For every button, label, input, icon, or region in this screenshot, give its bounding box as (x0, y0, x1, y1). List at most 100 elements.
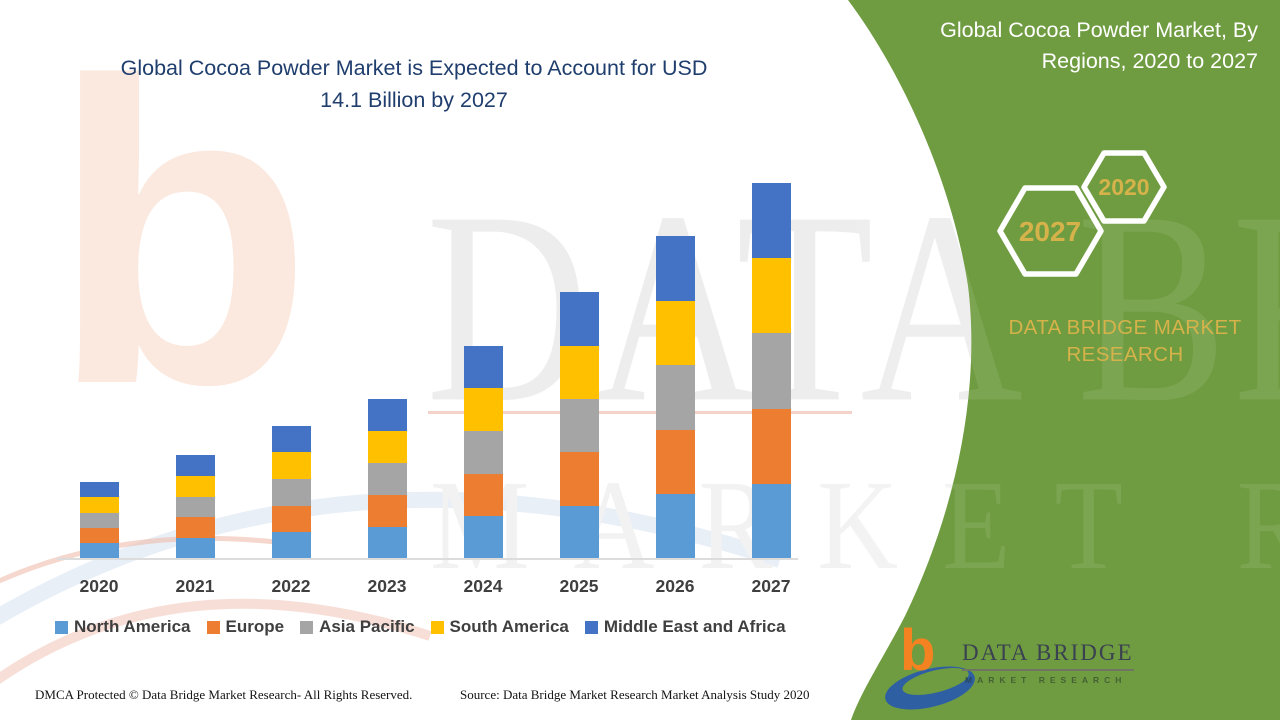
bar-segment (79, 481, 119, 498)
bar-segment (751, 408, 791, 484)
legend-swatch (584, 620, 598, 634)
bar-segment (79, 528, 119, 544)
x-axis-label: 2027 (751, 576, 791, 596)
bar-segment (367, 430, 407, 463)
logo-tagline: MARKET RESEARCH (965, 675, 1127, 685)
bar-segment (463, 516, 503, 559)
bar-segment (655, 300, 695, 366)
chart-title-line1: Global Cocoa Powder Market is Expected t… (120, 56, 708, 80)
x-axis-label: 2025 (559, 576, 599, 596)
watermark-underline (428, 411, 852, 414)
bar-segment (79, 497, 119, 513)
legend-swatch (300, 620, 314, 634)
bar-2022 (271, 425, 311, 559)
chart-title-line2: 14.1 Billion by 2027 (320, 88, 508, 112)
x-axis-label: 2023 (367, 576, 407, 596)
bar-segment (271, 452, 311, 479)
bar-segment (559, 398, 599, 453)
bar-segment (367, 462, 407, 495)
bar-segment (175, 454, 215, 476)
bar-segment (751, 182, 791, 259)
legend-item: Asia Pacific (300, 617, 415, 637)
bar-segment (271, 505, 311, 533)
legend-item: North America (55, 617, 191, 637)
hexagon-2020 (1081, 150, 1167, 224)
legend-label: Middle East and Africa (603, 617, 786, 636)
logo-wordmark: DATA BRIDGE (962, 640, 1134, 671)
legend-swatch (55, 620, 68, 634)
bar-segment (655, 494, 695, 559)
legend-label: North America (74, 617, 191, 636)
bar-2026 (655, 236, 695, 559)
bar-segment (367, 398, 407, 431)
x-axis-label: 2020 (79, 576, 119, 596)
legend-label: Asia Pacific (319, 617, 415, 636)
bar-chart-plot-area (79, 182, 791, 559)
watermark-b-logo: b (50, 0, 313, 474)
bar-segment (751, 258, 791, 334)
hexagon-badges: 2027 2020 (997, 150, 1167, 277)
bar-segment (175, 475, 215, 497)
legend-item: Middle East and Africa (584, 617, 786, 637)
data-bridge-logo: b DATA BRIDGE MARKET RESEARCH (884, 622, 1134, 714)
chart-title: Global Cocoa Powder Market is Expected t… (0, 52, 828, 116)
bar-segment (559, 452, 599, 506)
bar-segment (271, 478, 311, 506)
bar-2027 (751, 182, 791, 559)
panel-heading: Global Cocoa Powder Market, By Regions, … (880, 15, 1258, 77)
chart-legend: North America Europe Asia Pacific South Ame… (55, 617, 845, 637)
legend-label: South America (449, 617, 569, 636)
bar-segment (655, 236, 695, 301)
x-axis-label: 2026 (655, 576, 695, 596)
bar-segment (79, 543, 119, 559)
bar-segment (463, 430, 503, 474)
panel-heading-line2: Regions, 2020 to 2027 (1041, 49, 1258, 73)
bar-segment (559, 292, 599, 346)
logo-swoosh-icon (885, 666, 975, 710)
bar-segment (463, 473, 503, 517)
legend-swatch (206, 620, 220, 634)
bar-segment (751, 483, 791, 559)
bar-2021 (175, 454, 215, 559)
bar-segment (463, 388, 503, 431)
bar-segment (367, 494, 407, 527)
bar-segment (271, 425, 311, 453)
brand-name-line2: RESEARCH (1066, 343, 1184, 366)
bar-segment (175, 517, 215, 539)
x-axis-label: 2024 (463, 576, 503, 596)
logo-b-icon: b (900, 618, 936, 683)
source-note: Source: Data Bridge Market Research Mark… (460, 687, 810, 702)
legend-item: Europe (206, 617, 285, 637)
bar-segment (79, 512, 119, 529)
x-axis-label: 2021 (175, 576, 215, 596)
bar-segment (655, 429, 695, 495)
bar-2024 (463, 345, 503, 559)
x-axis-label: 2022 (271, 576, 311, 596)
bar-segment (271, 532, 311, 559)
bar-2023 (367, 398, 407, 559)
x-axis-labels: 2020 2021 2022 2023 2024 2025 2026 2027 (0, 576, 860, 600)
legend-label: Europe (225, 617, 285, 636)
brand-name: DATA BRIDGE MARKET RESEARCH (975, 314, 1275, 368)
hexagon-2027 (997, 185, 1104, 277)
x-axis-line (57, 558, 798, 560)
bar-2025 (559, 292, 599, 559)
brand-name-line1: DATA BRIDGE MARKET (1008, 316, 1242, 339)
bar-segment (175, 538, 215, 559)
bar-segment (559, 345, 599, 399)
hexagon-2020-label: 2020 (1098, 174, 1149, 200)
bar-segment (559, 505, 599, 559)
bar-segment (751, 333, 791, 409)
dmca-notice: DMCA Protected © Data Bridge Market Rese… (35, 687, 413, 702)
bar-segment (655, 365, 695, 430)
bar-segment (367, 526, 407, 559)
hexagon-2027-label: 2027 (1019, 216, 1081, 247)
legend-swatch (430, 620, 444, 634)
panel-heading-line1: Global Cocoa Powder Market, By (940, 18, 1258, 42)
bar-2020 (79, 481, 119, 559)
legend-item: South America (430, 617, 569, 637)
bar-segment (175, 496, 215, 518)
